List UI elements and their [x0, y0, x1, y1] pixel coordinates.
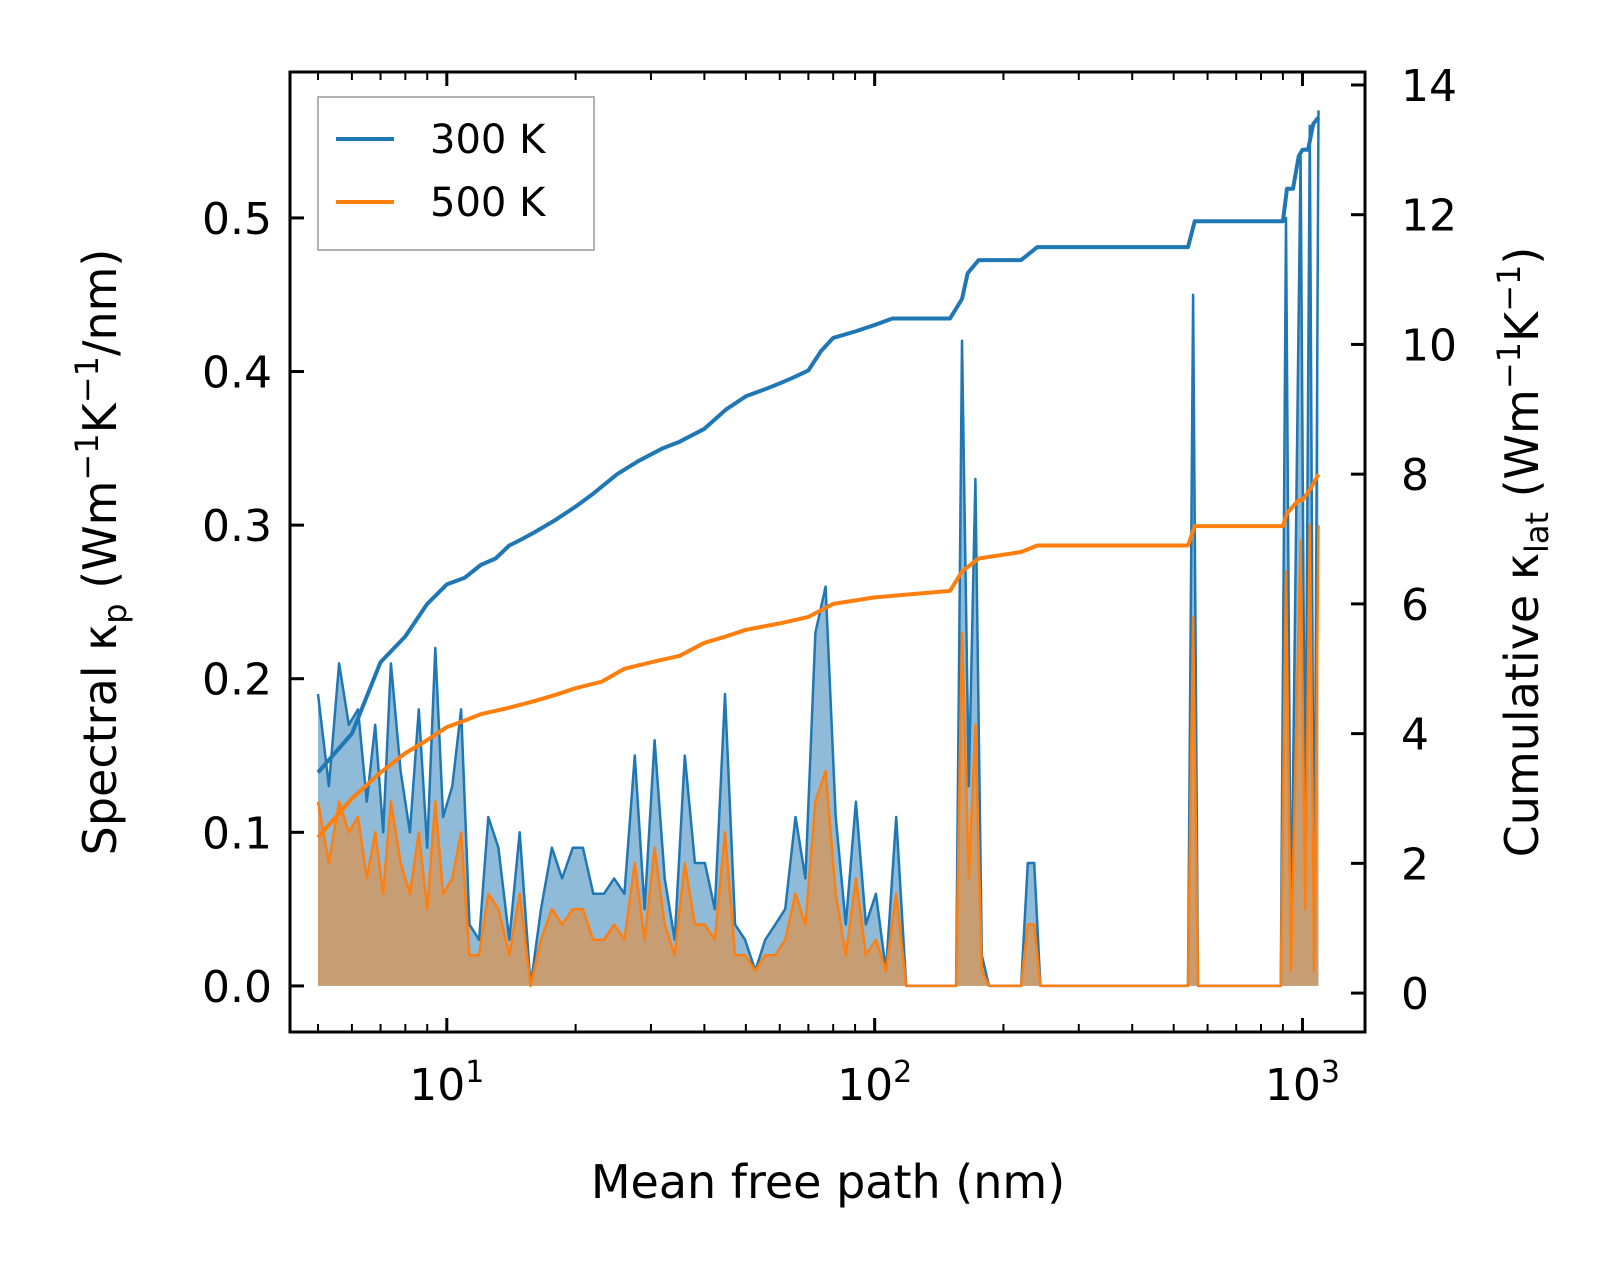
y-right-tick-label: 12 — [1401, 191, 1457, 242]
y-left-tick-label: 0.4 — [202, 348, 272, 399]
axes: 101 102 103 0.0 0.1 0.2 0.3 0.4 0.5 0 2 4 6 8 10 12 14 — [202, 61, 1457, 1111]
spectral-area-500k — [318, 525, 1319, 986]
y-right-tick-label: 6 — [1401, 580, 1429, 631]
cumulative-line-500k — [316, 473, 1321, 839]
series-group — [316, 110, 1321, 988]
x-tick-label: 102 — [837, 1055, 912, 1111]
legend: 300 K 500 K — [317, 96, 595, 251]
x-tick-label: 101 — [409, 1055, 484, 1111]
plot-frame — [288, 70, 1367, 1034]
spectral-line-500k — [316, 523, 1320, 988]
legend-label-300k: 300 K — [430, 117, 547, 163]
x-tick-label: 103 — [1265, 1055, 1340, 1111]
y-axis-label-right: Cumulative κlat (Wm−1K−1) — [1490, 247, 1556, 858]
y-right-tick-label: 0 — [1401, 969, 1429, 1020]
y-right-tick-label: 4 — [1401, 710, 1429, 761]
y-left-tick-label: 0.1 — [202, 808, 272, 859]
y-left-tick-label: 0.0 — [202, 962, 272, 1013]
y-right-tick-label: 14 — [1401, 61, 1457, 112]
plot-area — [316, 110, 1321, 988]
y-left-tick-label: 0.5 — [202, 194, 272, 245]
spectral-line-300k — [316, 110, 1320, 988]
x-axis-label: Mean free path (nm) — [591, 1155, 1065, 1209]
y-right-tick-label: 8 — [1401, 450, 1429, 501]
y-right-tick-label: 10 — [1401, 320, 1457, 371]
legend-label-500k: 500 K — [430, 180, 547, 226]
y-left-tick-label: 0.2 — [202, 655, 272, 706]
legend-box — [317, 96, 595, 251]
y-axis-label-left: Spectral κp (Wm−1K−1/nm) — [68, 249, 134, 856]
y-right-tick-label: 2 — [1401, 839, 1429, 890]
y-left-tick-label: 0.3 — [202, 501, 272, 552]
cumulative-line-300k — [316, 116, 1321, 774]
